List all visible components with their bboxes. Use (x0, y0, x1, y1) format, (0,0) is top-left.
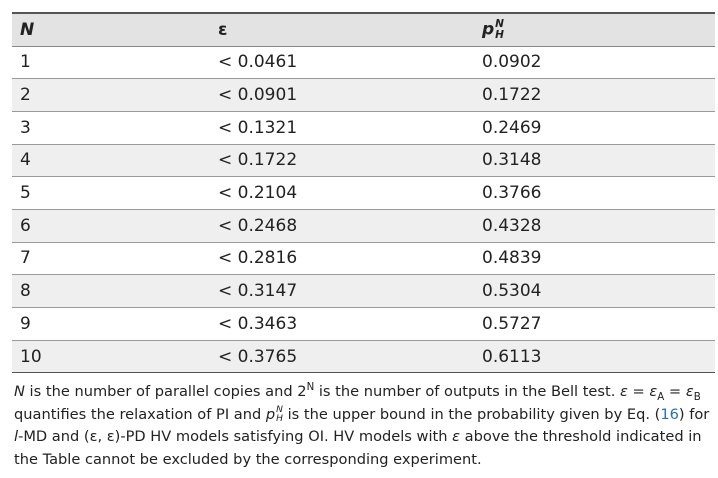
table-cell: < 0.1321 (218, 117, 298, 138)
table-cell: < 0.2104 (218, 183, 298, 204)
table-cell: 0.2469 (482, 117, 542, 138)
table-cell: 0.0902 (482, 52, 542, 73)
table-cell: < 0.0901 (218, 85, 298, 106)
subscript: H (276, 413, 283, 424)
table-cell: < 0.3147 (218, 281, 298, 302)
footnote-text: ) for (678, 405, 710, 423)
column-header: N (12, 13, 210, 46)
table-row: 2 < 0.0901 0.1722 (12, 78, 715, 112)
table-body: 1 < 0.0461 0.0902 2 < 0.0901 0.1722 3 < 0.1321 0… (12, 46, 715, 373)
table-cell: 0.3148 (482, 150, 542, 171)
footnote-text: p (265, 405, 276, 423)
footnote-text: quantifies the relaxation of PI and (14, 405, 266, 423)
table-cell: < 0.2816 (218, 248, 298, 269)
table-row: 10 < 0.3765 0.6113 (12, 340, 715, 373)
table-row: 6 < 0.2468 0.4328 (12, 209, 715, 243)
subscript: H (495, 28, 504, 41)
superscript: N (276, 404, 283, 415)
table-cell: 6 (20, 215, 31, 236)
table-row: 3 < 0.1321 0.2469 (12, 111, 715, 145)
footnote-text: ε (620, 383, 628, 401)
table-cell: 0.4839 (482, 248, 542, 269)
table-row: 9 < 0.3463 0.5727 (12, 308, 715, 341)
header-text: ε (218, 19, 228, 40)
table-cell: < 0.3463 (218, 313, 298, 334)
table-row: 5 < 0.2104 0.3766 (12, 177, 715, 210)
superscript: N (495, 18, 504, 31)
footnote-text: ε (452, 428, 461, 446)
footnote-text: l (14, 428, 19, 446)
table-cell: 8 (20, 281, 31, 302)
table-cell: 10 (20, 346, 42, 367)
table-cell: 0.4328 (482, 215, 542, 236)
table-cell: 0.5727 (482, 313, 542, 334)
table-cell: < 0.2468 (218, 215, 298, 236)
footnote-text: = (664, 383, 686, 401)
footnote-text: N (14, 383, 25, 401)
footnote-text: = (627, 383, 650, 401)
footnote-text: is the upper bound in the probability gi… (282, 405, 661, 423)
footnote-text: B (693, 392, 701, 404)
table-cell: 5 (20, 183, 31, 204)
footnote-text: 16 (660, 405, 679, 423)
footnote-text: ε (685, 383, 694, 401)
footnote-text: is the number of outputs in the Bell tes… (314, 383, 620, 401)
footnote-text: above the threshold indicated in the Tab… (14, 428, 702, 468)
footnote-text: A (657, 392, 665, 404)
footnote-text: is the number of parallel copies and 2 (24, 383, 307, 401)
footnote-text: ε (649, 383, 658, 401)
table-cell: 1 (20, 52, 31, 73)
header-text: p (482, 19, 495, 40)
table-cell: 0.5304 (482, 281, 542, 302)
table-cell: 0.1722 (482, 85, 542, 106)
table-cell: < 0.3765 (218, 346, 298, 367)
table-cell: 7 (20, 248, 31, 269)
table-cell: 0.3766 (482, 183, 542, 204)
table-cell: 0.6113 (482, 346, 542, 367)
table-cell: 3 (20, 117, 31, 138)
footnote-text: N (306, 382, 315, 394)
table-row: 8 < 0.3147 0.5304 (12, 274, 715, 308)
table-cell: 4 (20, 150, 31, 171)
footnote: N is the number of parallel copies and 2… (12, 381, 715, 471)
footnote-text: -MD and (ε, ε)-PD HV models satisfying O… (18, 428, 453, 446)
table-row: 7 < 0.2816 0.4839 (12, 242, 715, 275)
table-cell: < 0.0461 (218, 52, 298, 73)
header-text: N (20, 19, 35, 40)
table-cell: < 0.1722 (218, 150, 298, 171)
table-cell: 2 (20, 85, 31, 106)
table-row: 1 < 0.0461 0.0902 (12, 46, 715, 79)
table-row: 4 < 0.1722 0.3148 (12, 144, 715, 177)
table-cell: 9 (20, 313, 31, 334)
column-header: ε (210, 13, 474, 46)
